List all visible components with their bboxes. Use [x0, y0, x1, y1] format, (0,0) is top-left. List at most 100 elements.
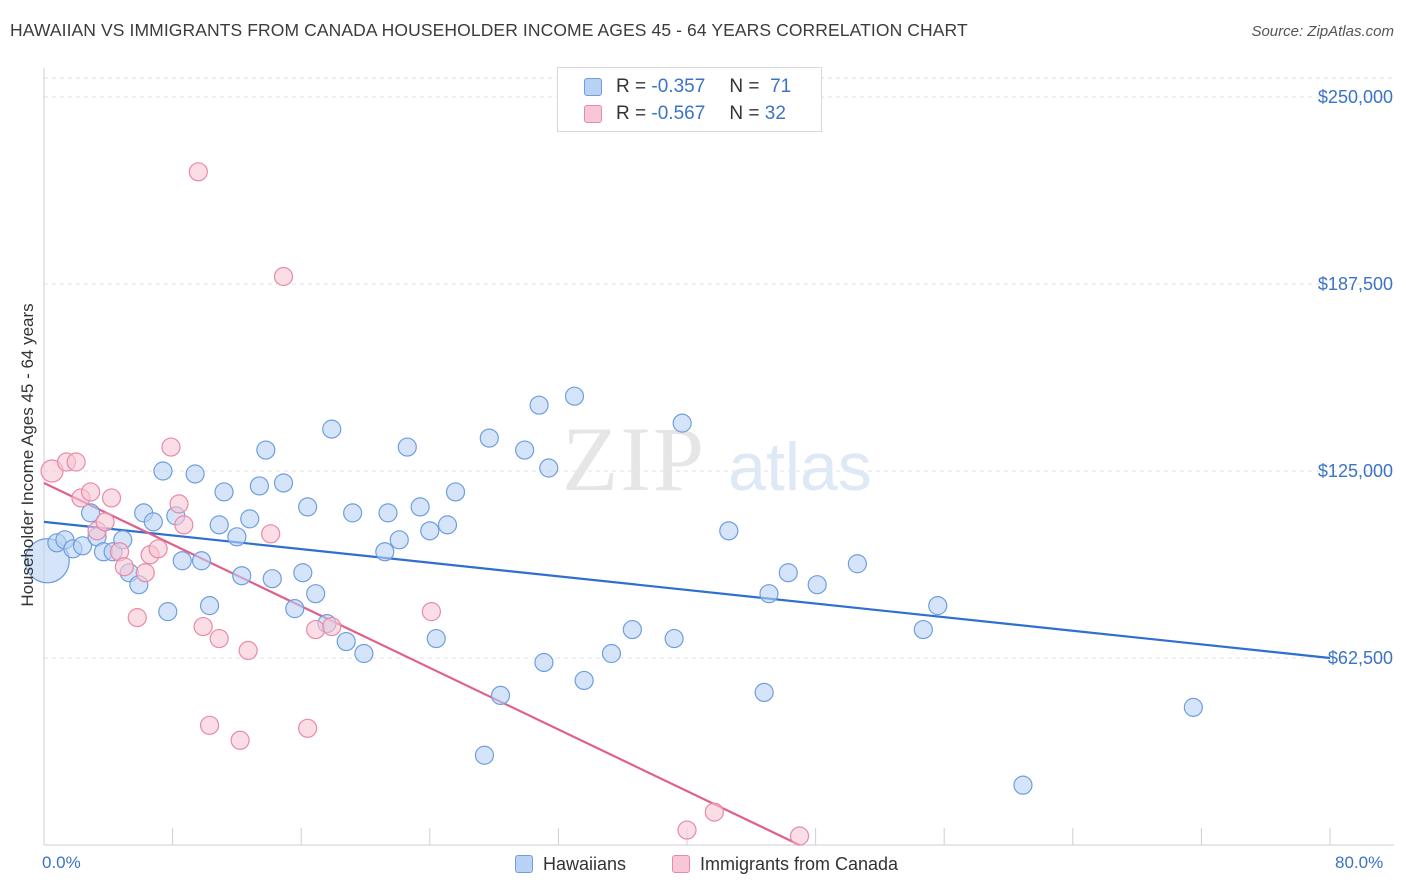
point-hawaiians	[754, 682, 774, 703]
correlation-legend: R = -0.357 N = 71 R = -0.567 N = 32	[557, 67, 822, 132]
point-hawaiians	[199, 596, 220, 616]
point-hawaiians	[515, 440, 535, 460]
bottom-legend-hawaiians: Hawaiians	[515, 852, 626, 876]
bottom-legend-canada: Immigrants from Canada	[672, 852, 898, 876]
point-hawaiians	[564, 386, 585, 406]
legend-r-label: R =	[616, 103, 647, 124]
point-hawaiians	[306, 584, 326, 604]
legend-n-value: 32	[764, 103, 786, 124]
point-hawaiians	[227, 527, 247, 547]
point-hawaiians	[719, 521, 739, 541]
point-hawaiians	[622, 619, 642, 640]
trend-line-hawaiians	[43, 520, 1331, 660]
point-hawaiians	[601, 643, 622, 664]
point-hawaiians	[529, 395, 549, 415]
point-canada	[209, 628, 229, 649]
y-tick-label: $125,000	[1318, 461, 1393, 481]
point-hawaiians	[285, 599, 305, 619]
point-hawaiians	[240, 509, 260, 529]
point-hawaiians	[153, 461, 173, 481]
point-hawaiians	[378, 503, 398, 523]
point-hawaiians	[232, 566, 252, 586]
point-hawaiians	[847, 554, 867, 574]
point-hawaiians	[191, 551, 212, 571]
x-tick-label-min: 0.0%	[42, 853, 81, 872]
trend-lines	[43, 481, 1331, 846]
legend-swatch-blue	[584, 78, 602, 96]
point-hawaiians	[672, 413, 692, 433]
point-canada	[114, 557, 134, 577]
legend-row-canada: R = -0.567 N = 32	[584, 101, 786, 127]
point-canada	[66, 452, 86, 472]
point-hawaiians	[539, 458, 559, 478]
y-tick-label: $187,500	[1318, 274, 1393, 294]
legend-n-label: N =	[729, 76, 760, 97]
point-hawaiians	[81, 503, 101, 523]
point-hawaiians	[474, 745, 495, 765]
bottom-legend-label: Hawaiians	[543, 853, 627, 874]
point-canada	[306, 619, 326, 640]
point-hawaiians	[534, 652, 554, 673]
point-canada	[677, 820, 697, 840]
point-canada	[230, 730, 250, 750]
point-canada	[421, 602, 442, 622]
point-hawaiians	[928, 596, 948, 616]
point-canada	[261, 524, 281, 544]
point-hawaiians	[445, 482, 466, 502]
point-hawaiians	[249, 476, 270, 496]
point-canada	[322, 616, 342, 637]
point-hawaiians	[420, 521, 440, 541]
point-canada	[127, 608, 147, 628]
point-canada	[161, 437, 181, 457]
point-canada	[704, 802, 724, 822]
point-hawaiians	[778, 563, 798, 583]
point-hawaiians	[185, 464, 205, 484]
point-hawaiians	[389, 530, 409, 550]
point-hawaiians	[336, 631, 356, 652]
point-canada	[273, 266, 294, 287]
legend-swatch-pink	[584, 105, 602, 123]
point-hawaiians	[293, 563, 313, 583]
legend-r-value: -0.357	[651, 76, 706, 97]
point-canada	[174, 515, 194, 535]
point-hawaiians	[397, 437, 417, 457]
point-hawaiians	[375, 542, 395, 562]
bottom-legend-swatch-pink	[672, 855, 690, 873]
point-hawaiians	[354, 643, 374, 664]
point-hawaiians	[172, 551, 192, 571]
y-tick-label: $250,000	[1318, 87, 1393, 107]
legend-r-label: R =	[616, 76, 647, 97]
point-canada	[188, 162, 208, 182]
x-tick-label-max: 80.0%	[1335, 853, 1384, 872]
point-canada	[40, 459, 64, 483]
legend-n-label: N =	[729, 103, 760, 124]
point-hawaiians	[437, 515, 458, 535]
point-hawaiians	[426, 628, 446, 649]
point-hawaiians	[807, 575, 827, 595]
axes	[43, 68, 1394, 846]
source-label: Source: ZipAtlas.com	[1251, 23, 1394, 40]
point-canada	[148, 539, 168, 559]
point-hawaiians	[913, 619, 933, 640]
data-points	[24, 162, 1203, 846]
y-tick-label: $62,500	[1328, 648, 1393, 668]
legend-row-hawaiians: R = -0.357 N = 71	[584, 74, 791, 100]
point-canada	[101, 488, 122, 508]
point-canada	[193, 616, 213, 637]
point-hawaiians	[322, 419, 342, 439]
point-hawaiians	[490, 685, 511, 706]
point-hawaiians	[664, 628, 684, 649]
point-canada	[81, 482, 101, 502]
chart-title: HAWAIIAN VS IMMIGRANTS FROM CANADA HOUSE…	[10, 20, 968, 40]
point-canada	[789, 826, 810, 846]
point-hawaiians	[158, 602, 178, 622]
trend-line-canada	[43, 481, 801, 846]
point-hawaiians	[759, 584, 779, 604]
y-axis-title: Householder Income Ages 45 - 64 years	[18, 303, 37, 607]
point-hawaiians	[298, 497, 318, 517]
watermark-atlas: atlas	[728, 429, 872, 505]
point-hawaiians	[1013, 775, 1033, 795]
point-hawaiians	[72, 536, 93, 556]
bottom-legend-swatch-blue	[515, 855, 533, 873]
